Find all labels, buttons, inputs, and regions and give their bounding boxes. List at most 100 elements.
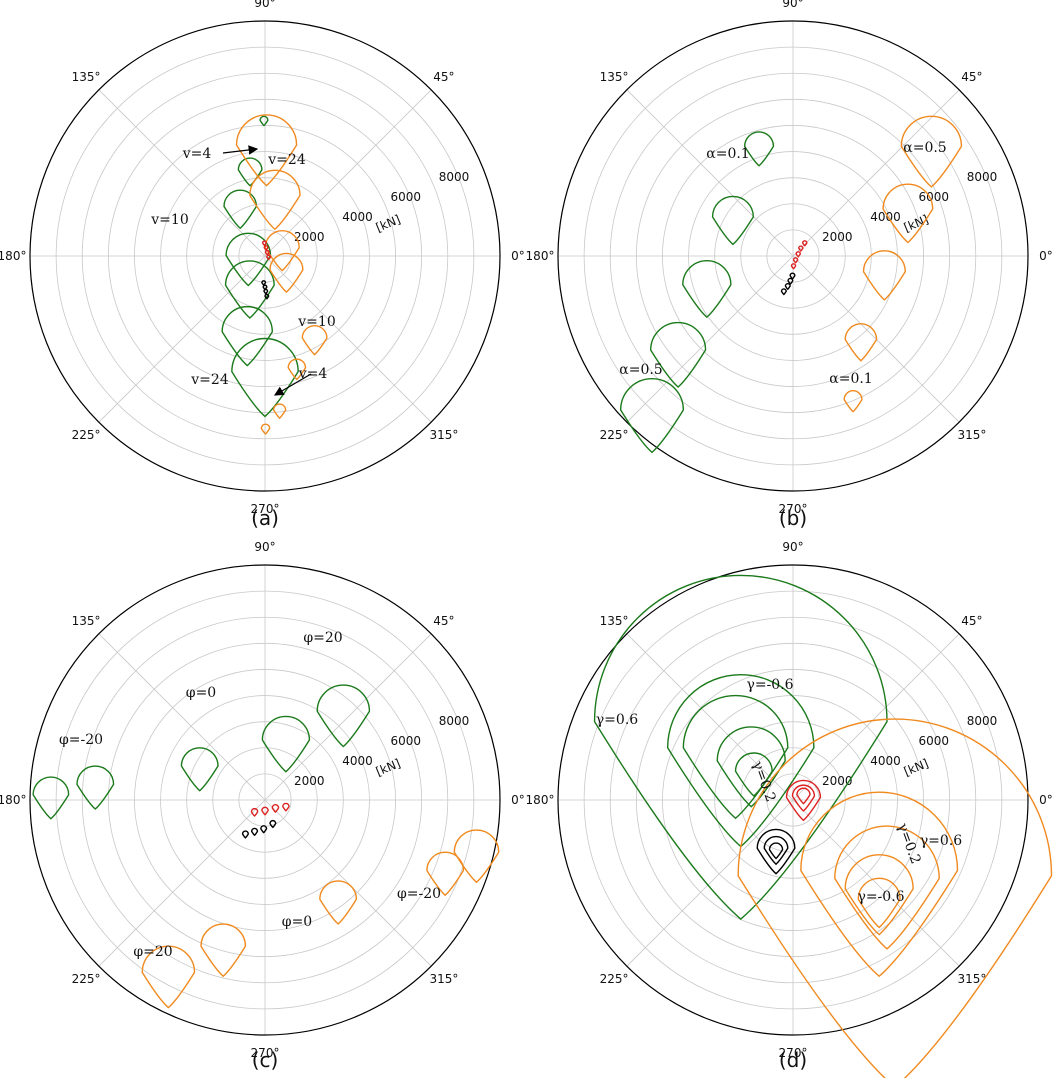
- angular-gridline: [98, 255, 266, 423]
- orange-contour-loop: [844, 323, 878, 362]
- radial-unit-label: [kN]: [374, 212, 403, 235]
- red-contour-loop: [250, 807, 259, 817]
- radial-gridline: [583, 46, 1003, 466]
- radial-tick-label: 4000: [870, 754, 901, 768]
- angle-tick-label: 45°: [433, 70, 454, 84]
- orange-contour-loop: [141, 945, 196, 1009]
- panel-caption: (d): [779, 1048, 807, 1072]
- contour-annotation: v=4: [182, 146, 212, 162]
- radial-unit-label: [kN]: [374, 756, 403, 779]
- green-contour-loop: [734, 752, 773, 797]
- green-contour-loop: [682, 260, 732, 319]
- black-contour-loop: [241, 830, 249, 839]
- red-contour-loop: [790, 263, 797, 270]
- angle-tick-label: 315°: [429, 972, 458, 986]
- angle-tick-label: 45°: [961, 614, 982, 628]
- orange-contour-loop: [453, 829, 500, 884]
- angle-tick-label: 135°: [600, 70, 629, 84]
- angular-gridline: [626, 633, 794, 801]
- radial-tick-label: 2000: [822, 774, 853, 788]
- red-contour-loop: [271, 804, 280, 813]
- orange-contour-loop: [264, 229, 300, 272]
- radial-gridline: [186, 177, 344, 335]
- angle-tick-label: 0°: [1039, 249, 1053, 263]
- radial-tick-label: 6000: [918, 190, 949, 204]
- green-contour-loop: [32, 776, 70, 820]
- angular-gridline: [264, 89, 432, 257]
- radial-gridline: [107, 642, 423, 958]
- angle-tick-label: 270°: [251, 1046, 280, 1060]
- black-contour-loop: [250, 827, 259, 837]
- panel-caption: (b): [779, 506, 807, 530]
- green-contour-loop: [221, 305, 274, 367]
- orange-contour-loop: [269, 252, 304, 293]
- green-contour-loop: [593, 574, 888, 920]
- red-contour-loop: [282, 802, 290, 812]
- radial-tick-label: 6000: [918, 734, 949, 748]
- orange-contour-loop: [843, 389, 863, 413]
- radial-unit-label: [kN]: [902, 756, 931, 779]
- green-contour-loop: [716, 726, 786, 808]
- angle-tick-label: 45°: [433, 614, 454, 628]
- red-contour-loop: [791, 784, 816, 812]
- contour-annotation: φ=0: [186, 685, 216, 701]
- angular-gridline: [98, 633, 266, 801]
- contour-annotation: v=10: [150, 212, 188, 228]
- red-contour-loop: [266, 254, 272, 261]
- angle-tick-label: 135°: [72, 70, 101, 84]
- red-contour-loop: [785, 779, 822, 822]
- green-contour-loop: [180, 747, 219, 792]
- green-contour-loop: [682, 694, 789, 820]
- angle-tick-label: 90°: [782, 540, 803, 554]
- angle-tick-label: 90°: [254, 540, 275, 554]
- angle-tick-label: 225°: [600, 428, 629, 442]
- black-contour-loop: [787, 277, 794, 285]
- angular-gridline: [626, 89, 794, 257]
- contour-annotation: γ=0.6: [596, 712, 638, 728]
- black-contour-loop: [264, 293, 270, 300]
- black-contour-loop: [261, 280, 267, 287]
- red-contour-loop: [261, 806, 269, 816]
- radial-gridline: [55, 590, 475, 1010]
- angle-tick-label: 225°: [72, 972, 101, 986]
- green-contour-loop: [76, 765, 115, 810]
- contour-annotation: v=24: [190, 372, 229, 388]
- angle-tick-label: 270°: [779, 502, 808, 516]
- panel-caption: (c): [252, 1048, 279, 1072]
- angle-tick-label: 225°: [72, 428, 101, 442]
- orange-contour-loop: [249, 169, 301, 231]
- radial-gridline: [635, 98, 951, 414]
- annotation-arrow: [222, 145, 259, 155]
- radial-tick-label: 6000: [390, 734, 421, 748]
- angle-tick-label: 180°: [0, 249, 26, 263]
- radial-tick-label: 8000: [439, 714, 470, 728]
- contour-annotation: φ=0: [282, 914, 312, 930]
- black-contour-loop: [263, 288, 269, 295]
- polar-panel-1: 0° 45° 90° 135° 180° 225° 270° 315° 2000 4000 6000…: [0, 0, 525, 530]
- polar-panel-4: 0° 45° 90° 135° 180° 225° 270° 315° 2000 4000 6000…: [526, 540, 1053, 1078]
- contour-annotation: α=0.5: [903, 140, 946, 156]
- radial-gridline: [134, 669, 396, 931]
- angle-tick-label: 270°: [779, 1046, 808, 1060]
- orange-contour-loop: [287, 358, 307, 381]
- polar-panel-3: 0° 45° 90° 135° 180° 225° 270° 315° 2000 4000 6000…: [0, 540, 525, 1072]
- radial-tick-label: 2000: [822, 230, 853, 244]
- radial-tick-label: 8000: [967, 170, 998, 184]
- radial-tick-label: 4000: [342, 210, 373, 224]
- angle-tick-label: 315°: [429, 428, 458, 442]
- orange-contour-loop: [200, 923, 247, 978]
- radial-tick-label: 2000: [294, 230, 325, 244]
- orange-contour-loop: [319, 880, 358, 925]
- radial-tick-label: 4000: [870, 210, 901, 224]
- radial-gridline: [81, 72, 449, 440]
- radial-gridline: [609, 72, 977, 440]
- red-contour-loop: [792, 257, 799, 264]
- radial-tick-label: 8000: [967, 714, 998, 728]
- angle-tick-label: 135°: [72, 614, 101, 628]
- angular-gridline: [98, 799, 266, 967]
- green-contour-loop: [261, 715, 311, 773]
- panel-caption: (a): [251, 506, 279, 530]
- orange-contour-loop: [235, 114, 298, 187]
- angle-tick-label: 90°: [254, 0, 275, 10]
